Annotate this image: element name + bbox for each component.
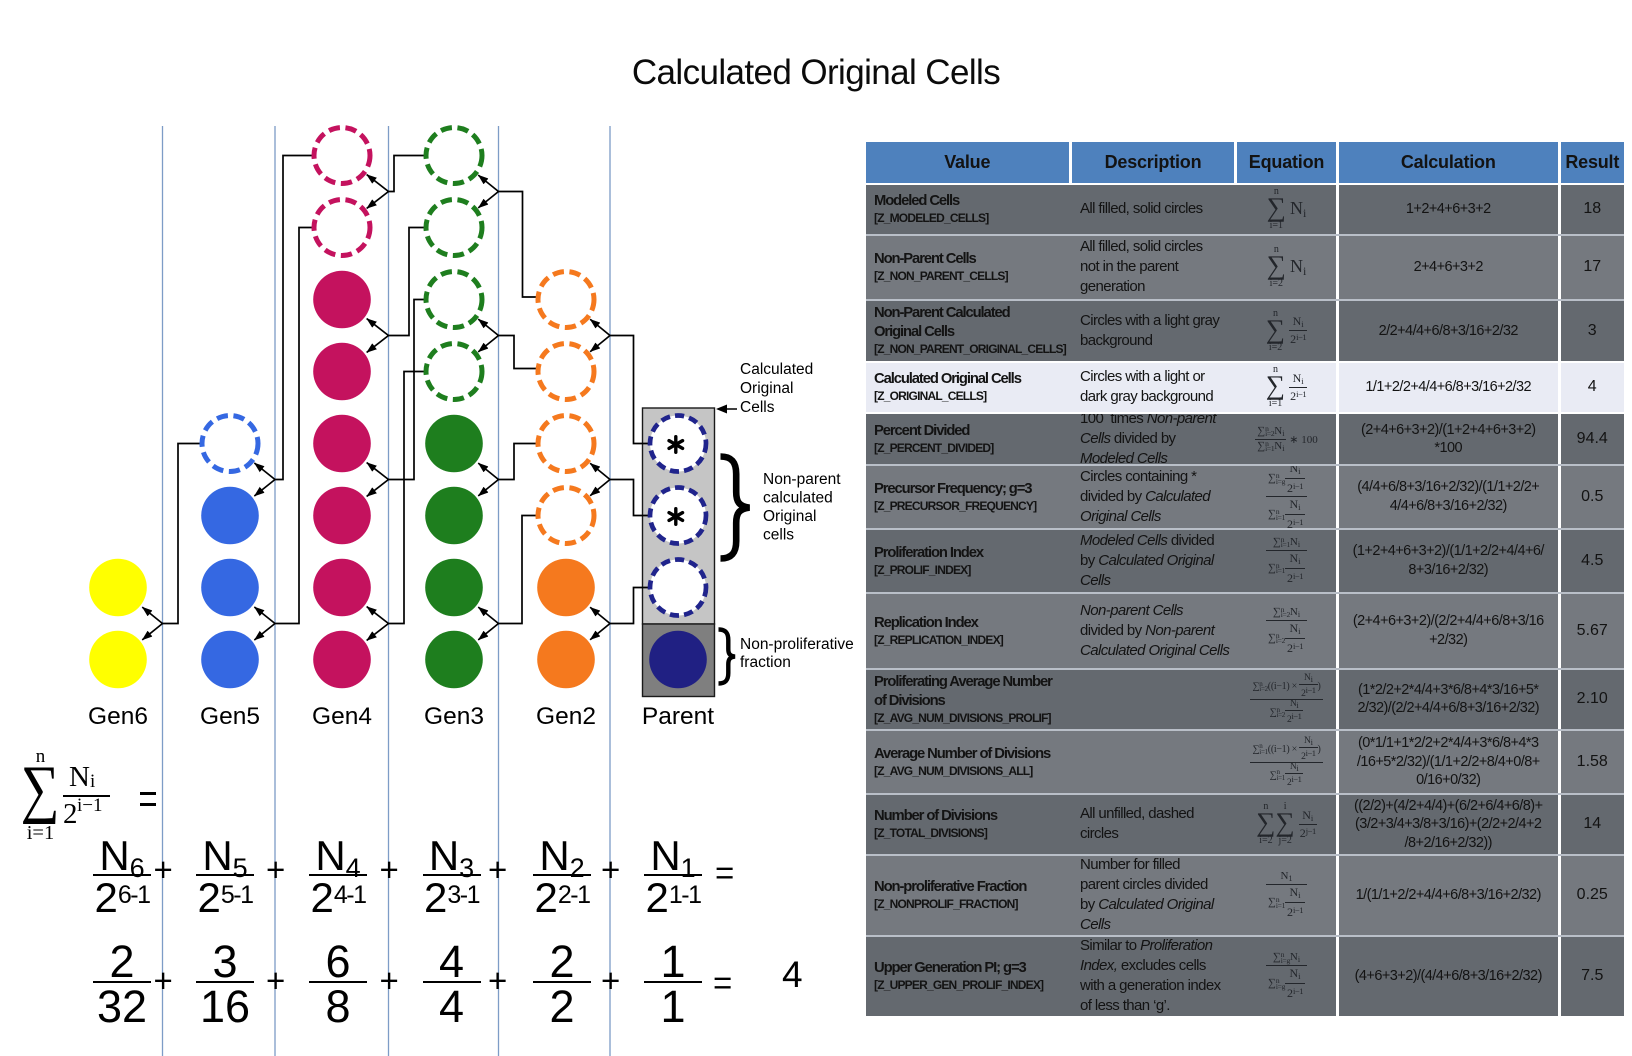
- svg-text:cells: cells: [763, 527, 794, 544]
- svg-text:Gen5: Gen5: [200, 703, 260, 730]
- svg-text:Gen2: Gen2: [536, 703, 596, 730]
- svg-text:Non-proliferative: Non-proliferative: [740, 636, 854, 653]
- svg-text:Gen4: Gen4: [312, 703, 372, 730]
- svg-text:Cells: Cells: [740, 399, 775, 416]
- svg-text:Original: Original: [740, 380, 793, 397]
- svg-text:Non-parent: Non-parent: [763, 471, 841, 488]
- svg-text:Parent: Parent: [642, 703, 714, 730]
- svg-text:Original: Original: [763, 508, 816, 525]
- svg-text:Gen3: Gen3: [424, 703, 484, 730]
- svg-text:calculated: calculated: [763, 490, 833, 507]
- svg-text:Gen6: Gen6: [88, 703, 148, 730]
- svg-text:fraction: fraction: [740, 654, 791, 671]
- svg-text:Calculated: Calculated: [740, 361, 813, 378]
